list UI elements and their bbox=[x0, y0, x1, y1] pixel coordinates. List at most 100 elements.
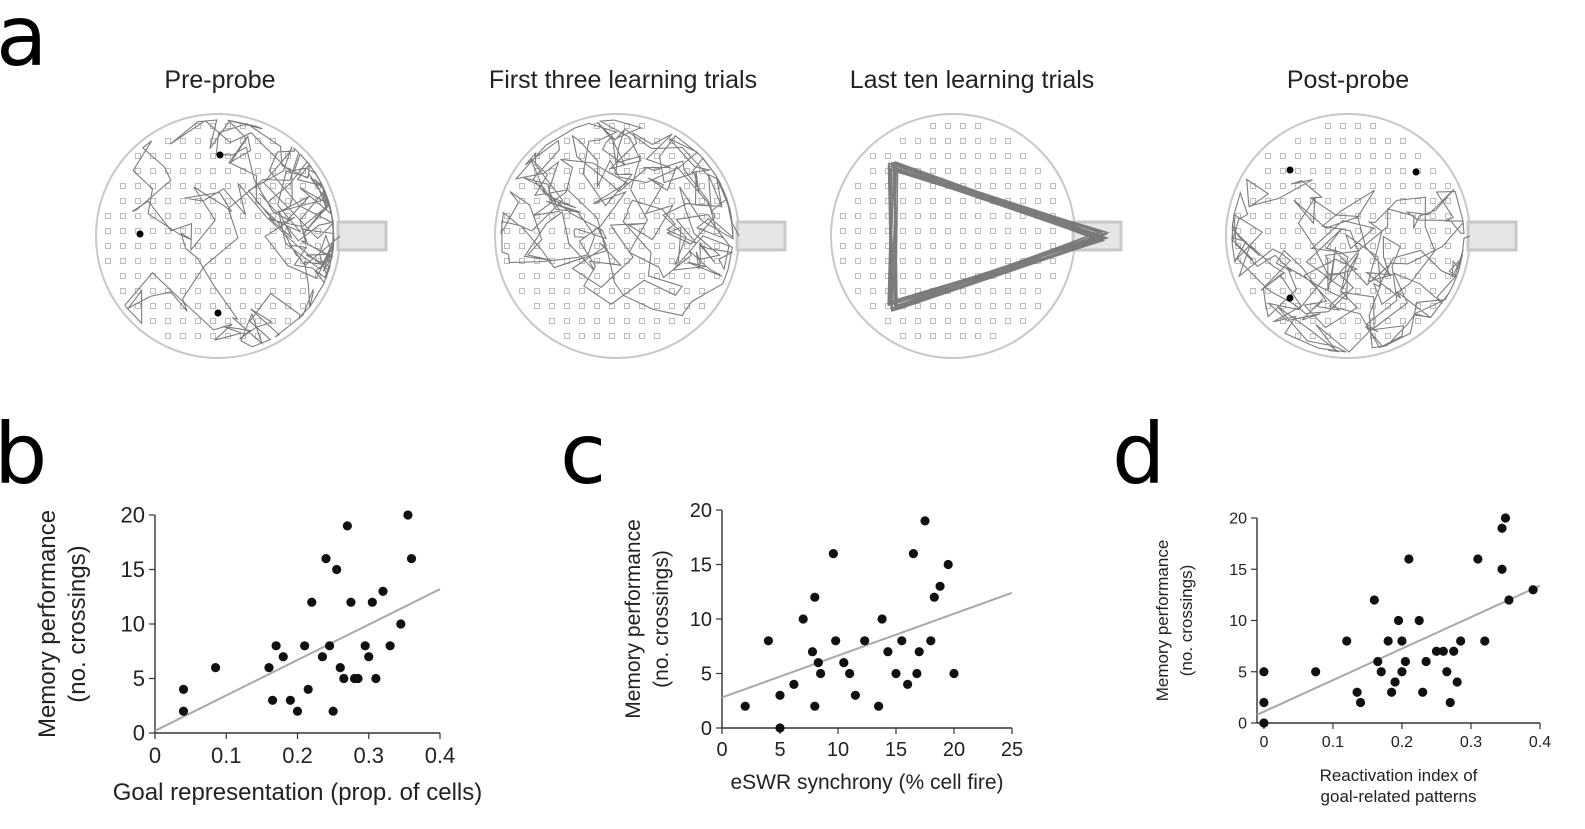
y-tick-label: 15 bbox=[121, 557, 145, 582]
y-axis-title-line2: (no. crossings) bbox=[64, 545, 91, 702]
data-point bbox=[1456, 636, 1466, 646]
data-point bbox=[328, 706, 338, 716]
data-point bbox=[1452, 677, 1462, 687]
data-point bbox=[929, 592, 939, 602]
x-tick-label: 0.4 bbox=[425, 743, 456, 768]
data-point bbox=[1369, 595, 1379, 605]
panel-letter-b: b bbox=[0, 405, 48, 503]
scatter-b: 0 0.1 0.2 0.3 0.4 0 5 10 15 20 Goal representation… bbox=[34, 503, 482, 806]
x-tick-label: 0.2 bbox=[1391, 734, 1413, 751]
data-point bbox=[1397, 636, 1407, 646]
arena-title-first-three: First three learning trials bbox=[488, 66, 758, 94]
data-point bbox=[278, 652, 288, 662]
goal-marker-1 bbox=[1286, 166, 1294, 174]
data-point bbox=[897, 636, 907, 646]
data-point bbox=[1449, 646, 1459, 656]
y-axis-title: Memory performance bbox=[34, 510, 61, 738]
data-point bbox=[321, 554, 331, 564]
data-point bbox=[891, 668, 901, 679]
data-point bbox=[949, 668, 959, 679]
data-point bbox=[850, 690, 861, 700]
data-point bbox=[342, 521, 352, 531]
data-point bbox=[1528, 585, 1538, 595]
x-tick-label: 0.1 bbox=[1322, 734, 1344, 751]
data-point bbox=[403, 510, 413, 520]
data-point bbox=[789, 679, 799, 690]
data-point bbox=[1386, 687, 1397, 697]
data-point bbox=[332, 564, 342, 575]
y-tick-label: 20 bbox=[690, 500, 712, 522]
data-point bbox=[740, 701, 750, 711]
data-point bbox=[807, 647, 818, 657]
data-point bbox=[378, 586, 388, 596]
y-axis-title-line2: (no. crossings) bbox=[1177, 565, 1196, 676]
food-wells bbox=[1235, 123, 1451, 339]
arena-4 bbox=[1225, 113, 1518, 359]
data-point bbox=[845, 668, 855, 679]
data-point bbox=[178, 684, 189, 695]
data-point bbox=[810, 592, 820, 602]
data-point bbox=[1376, 667, 1386, 677]
data-point bbox=[935, 581, 945, 591]
data-point bbox=[903, 679, 913, 690]
data-point bbox=[813, 658, 823, 668]
y-tick-label: 5 bbox=[701, 664, 712, 686]
data-point bbox=[335, 663, 345, 673]
data-point bbox=[1480, 636, 1490, 646]
data-point bbox=[810, 701, 820, 711]
y-tick-label: 10 bbox=[121, 612, 145, 637]
arena-title-pre-probe: Pre-probe bbox=[164, 66, 276, 94]
x-tick-label: 10 bbox=[827, 739, 849, 761]
data-point bbox=[1342, 636, 1352, 646]
data-point bbox=[303, 684, 313, 695]
data-point bbox=[396, 619, 406, 629]
x-axis-title: Goal representation (prop. of cells) bbox=[113, 779, 483, 806]
data-point bbox=[877, 614, 887, 624]
goal-marker-3 bbox=[1286, 294, 1294, 302]
y-tick-label: 20 bbox=[1229, 511, 1247, 528]
x-tick-label: 0 bbox=[1259, 734, 1268, 751]
y-tick-label: 0 bbox=[133, 721, 145, 746]
data-point bbox=[1497, 564, 1507, 574]
data-point bbox=[1373, 656, 1383, 667]
y-tick-label: 10 bbox=[690, 609, 712, 631]
y-axis-title: Memory performance bbox=[622, 519, 645, 719]
fit-line bbox=[154, 588, 441, 732]
data-point bbox=[1414, 615, 1424, 626]
x-tick-label: 0.1 bbox=[211, 743, 242, 768]
x-tick-label: 5 bbox=[774, 739, 785, 761]
trajectory bbox=[500, 119, 740, 317]
x-axis-title: eSWR synchrony (% cell fire) bbox=[730, 771, 1003, 794]
data-point bbox=[264, 663, 274, 673]
data-point bbox=[324, 641, 335, 651]
x-tick-label: 0.4 bbox=[1529, 734, 1551, 751]
data-point bbox=[1421, 656, 1431, 667]
x-tick-label: 25 bbox=[1001, 739, 1023, 761]
data-point bbox=[1259, 718, 1269, 728]
goal-marker-1 bbox=[216, 151, 224, 159]
data-point bbox=[267, 695, 278, 705]
data-point bbox=[920, 516, 930, 526]
fit-line bbox=[1256, 584, 1541, 716]
data-point bbox=[828, 549, 838, 559]
data-point bbox=[346, 597, 356, 607]
start-box bbox=[336, 220, 388, 252]
data-point bbox=[1497, 523, 1507, 533]
data-point bbox=[339, 673, 349, 684]
x-tick-label: 0.3 bbox=[1460, 734, 1482, 751]
data-point bbox=[406, 554, 417, 564]
data-point bbox=[912, 668, 922, 679]
data-point bbox=[353, 673, 363, 684]
start-box bbox=[1466, 220, 1518, 252]
x-axis-title-line2: goal-related patterns bbox=[1321, 787, 1477, 806]
y-axis-title-line2: (no. crossings) bbox=[650, 550, 673, 688]
data-point bbox=[943, 559, 953, 570]
arena-2 bbox=[494, 113, 787, 359]
arena-3 bbox=[830, 113, 1123, 359]
x-tick-label: 0.3 bbox=[353, 743, 384, 768]
x-tick-label: 0 bbox=[716, 739, 727, 761]
y-tick-label: 15 bbox=[1229, 562, 1247, 579]
fit-line bbox=[721, 591, 1013, 699]
data-point bbox=[775, 690, 785, 700]
x-tick-label: 20 bbox=[943, 739, 965, 761]
